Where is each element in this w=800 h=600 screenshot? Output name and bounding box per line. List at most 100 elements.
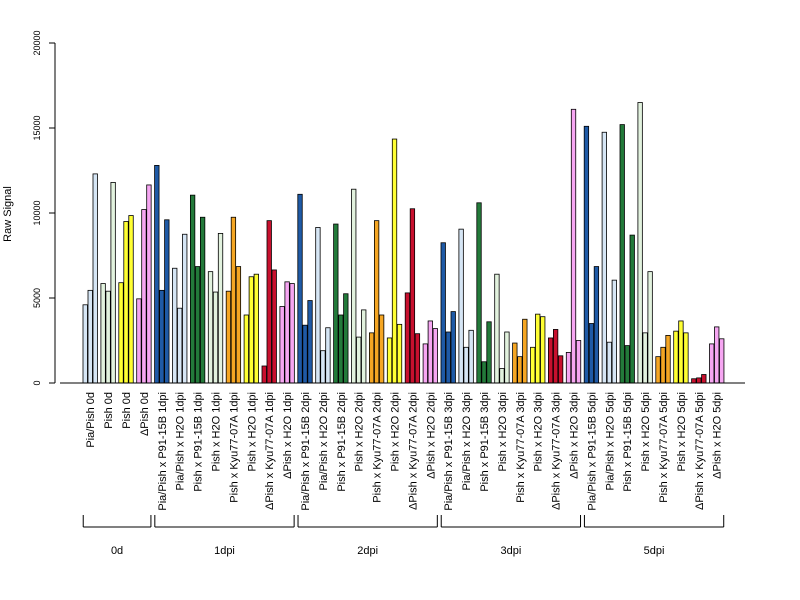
bar bbox=[558, 355, 564, 384]
bar bbox=[691, 378, 697, 384]
y-axis-label: Raw Signal bbox=[2, 186, 14, 242]
bar bbox=[271, 269, 277, 384]
category-label: Pish x P91-15B 3dpi bbox=[479, 392, 491, 492]
bar bbox=[517, 356, 523, 384]
bar bbox=[368, 332, 375, 384]
bar bbox=[535, 313, 541, 384]
bar bbox=[619, 124, 625, 384]
bar bbox=[611, 279, 617, 384]
bar bbox=[177, 307, 183, 384]
bar bbox=[665, 334, 671, 384]
bar bbox=[386, 337, 393, 384]
group-label: 0d bbox=[111, 545, 123, 557]
bar bbox=[660, 346, 666, 384]
bar bbox=[476, 202, 482, 384]
bar bbox=[373, 220, 380, 384]
bar bbox=[458, 228, 464, 384]
bar bbox=[494, 273, 500, 384]
bar bbox=[217, 232, 224, 384]
category-label: Pia/Pish x H2O 1dpi bbox=[175, 392, 187, 490]
bar bbox=[588, 323, 595, 384]
category-labels: Pia/Pish 0d Pish 0d Pish 0d ΔPish 0d Pia/Pis… bbox=[85, 392, 724, 511]
bar bbox=[361, 309, 367, 384]
bar bbox=[553, 329, 559, 384]
bar bbox=[253, 273, 259, 384]
bar bbox=[701, 374, 707, 384]
category-label: ΔPish x Kyu77-07A 3dpi bbox=[551, 392, 563, 510]
bar bbox=[289, 283, 295, 384]
bar bbox=[414, 333, 421, 384]
category-label: Pish x H2O 1dpi bbox=[246, 392, 258, 471]
bar bbox=[463, 346, 469, 384]
category-label: Pish x H2O 2dpi bbox=[354, 392, 366, 471]
bar bbox=[696, 377, 702, 384]
bar bbox=[391, 138, 398, 384]
bar bbox=[284, 281, 290, 384]
category-label: Pia/Pish x P91-15B 1dpi bbox=[157, 392, 169, 511]
bar bbox=[655, 356, 661, 384]
bar bbox=[212, 291, 219, 384]
bar bbox=[136, 298, 142, 384]
bar bbox=[87, 289, 93, 384]
bar bbox=[486, 321, 492, 384]
bar bbox=[320, 350, 326, 384]
category-label: Pish x H2O 3dpi bbox=[533, 392, 545, 471]
bar bbox=[172, 267, 178, 384]
bar bbox=[325, 327, 331, 384]
bar bbox=[575, 340, 582, 384]
group-label: 5dpi bbox=[644, 545, 665, 557]
category-label: Pish x P91-15B 2dpi bbox=[336, 392, 348, 492]
bar bbox=[504, 331, 510, 384]
bar bbox=[396, 323, 403, 384]
bar bbox=[673, 330, 679, 384]
bar bbox=[261, 365, 267, 384]
category-label: Pish x Kyu77-07A 1dpi bbox=[228, 392, 240, 503]
bar bbox=[678, 320, 684, 384]
bar bbox=[266, 220, 272, 384]
bar bbox=[593, 266, 600, 384]
bar bbox=[642, 332, 648, 384]
bar bbox=[343, 293, 349, 384]
category-label: ΔPish x H2O 2dpi bbox=[425, 392, 437, 479]
bar bbox=[154, 164, 160, 384]
category-label: ΔPish x H2O 3dpi bbox=[569, 392, 581, 479]
bar bbox=[637, 102, 643, 384]
category-label: ΔPish x Kyu77-07A 1dpi bbox=[264, 392, 276, 510]
bar bbox=[351, 188, 357, 384]
bar bbox=[530, 346, 536, 384]
bar bbox=[422, 343, 428, 384]
category-label: ΔPish 0d bbox=[139, 392, 151, 436]
bar bbox=[141, 209, 147, 384]
bar bbox=[230, 216, 237, 384]
bar bbox=[522, 318, 528, 384]
bar bbox=[548, 337, 554, 384]
bar bbox=[450, 311, 456, 384]
group-label: 3dpi bbox=[500, 545, 521, 557]
bar bbox=[606, 341, 612, 384]
y-tick-label: 15000 bbox=[32, 115, 42, 140]
bar bbox=[409, 208, 416, 384]
bar bbox=[629, 234, 635, 384]
category-label: Pia/Pish x H2O 3dpi bbox=[461, 392, 473, 490]
y-tick-label: 0 bbox=[32, 380, 42, 385]
bar bbox=[279, 306, 285, 384]
category-label: Pish x P91-15B 1dpi bbox=[193, 392, 205, 492]
bar bbox=[207, 271, 214, 384]
bar bbox=[235, 266, 242, 384]
bar bbox=[404, 292, 411, 384]
bar bbox=[583, 125, 590, 384]
bars bbox=[82, 102, 725, 384]
bar bbox=[123, 221, 129, 384]
bar bbox=[297, 193, 303, 384]
bar bbox=[333, 223, 339, 384]
category-label: Pish 0d bbox=[121, 392, 133, 429]
bar bbox=[128, 215, 134, 384]
bar bbox=[199, 216, 206, 384]
bar bbox=[105, 290, 111, 384]
category-label: ΔPish x Kyu77-07A 5dpi bbox=[694, 392, 706, 510]
bar bbox=[307, 300, 313, 384]
bar bbox=[315, 227, 321, 384]
bar bbox=[624, 345, 630, 384]
group-label: 2dpi bbox=[357, 545, 378, 557]
